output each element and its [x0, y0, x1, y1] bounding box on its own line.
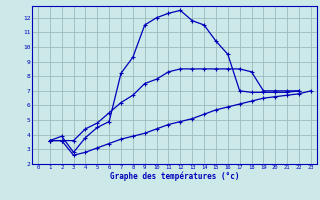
X-axis label: Graphe des températures (°c): Graphe des températures (°c) — [110, 172, 239, 181]
